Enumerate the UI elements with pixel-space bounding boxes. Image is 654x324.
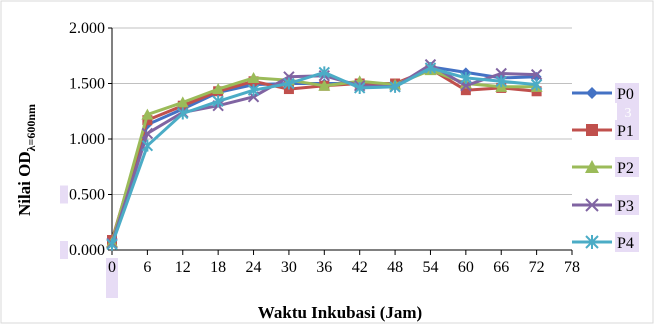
y-tick-label: 1.500 [69,76,105,93]
y-tick-labels: 0.000 0.500 1.000 1.500 2.000 [60,20,105,259]
legend-label-highlight [615,120,639,140]
data-point [318,79,331,91]
legend-item-p3: P3 [572,195,639,215]
legend-label-highlight [615,83,639,103]
series-p2 [106,64,543,248]
y-tick-highlight [60,185,68,204]
series-line-p3 [110,63,537,244]
y-tick-label: 0.000 [69,242,105,259]
data-point [212,83,225,95]
data-point [212,95,224,108]
series-line-p1 [110,67,537,241]
legend-item-p0: P0 [572,83,639,103]
x-tick-label: 42 [352,259,368,276]
x-tick-label: 48 [387,259,403,276]
series-line-p0 [110,65,537,242]
y-tick-label: 2.000 [69,20,105,37]
legend: P0 P1 P2 P3 P4 [572,83,639,252]
x-tick-label: 60 [458,259,474,276]
x-tick-label: 0 [108,259,116,276]
y-axis-title: Nilai ODλ=600nm [15,104,38,216]
x-tick-labels: 0 6 12 18 24 30 36 42 48 54 60 66 72 78 [106,258,580,298]
x-tick-highlight [106,258,118,298]
data-point [424,61,437,74]
axes [108,27,573,255]
x-tick-label: 78 [564,259,580,276]
legend-marker [586,87,598,99]
data-point [141,108,154,120]
legend-label: P3 [617,198,634,215]
legend-label: P0 [617,86,634,103]
y-axis-title-main: Nilai OD [15,151,34,216]
series-line-p4 [110,66,537,245]
x-tick-label: 36 [316,259,332,276]
legend-item-p2: P2 [572,157,639,177]
data-point [283,77,295,90]
series-group [106,58,543,251]
x-tick-label: 6 [143,259,151,276]
legend-label-highlight [615,232,639,252]
data-point [106,238,118,251]
x-tick-label: 30 [281,259,297,276]
x-tick-label: 24 [246,259,262,276]
data-point [176,96,189,108]
legend-item-p4: P4 [572,232,639,252]
x-tick-label: 54 [422,259,438,276]
data-point [177,107,189,120]
legend-item-p1: P1 [572,120,639,140]
x-tick-label: 12 [175,259,191,276]
legend-marker [585,160,599,173]
data-point [247,71,260,83]
data-point [460,71,472,84]
x-tick-label: 72 [529,259,545,276]
series-line-p2 [110,68,537,243]
svg-text:Nilai ODλ=600nm: Nilai ODλ=600nm [15,104,38,216]
legend-label: P2 [617,160,634,177]
legend-marker [585,235,599,249]
y-tick-label: 0.500 [69,187,105,204]
data-point [530,68,543,81]
data-point [141,127,154,140]
series-p1 [107,64,542,246]
legend-label: P4 [617,235,634,252]
overlay-badge-bg [617,100,639,122]
y-axis-title-sub: λ=600nm [24,104,38,151]
data-point [460,85,471,96]
x-axis-title: Waktu Inkubasi (Jam) [258,303,422,322]
data-point [318,66,331,79]
y-tick-label: 1.000 [69,131,105,148]
x-tick-label: 66 [493,259,509,276]
data-point [353,81,366,94]
legend-label-highlight [615,195,639,215]
data-point [530,78,543,91]
y-tick-highlight [60,241,68,259]
series-p4 [106,61,543,251]
overlay-badge: 3 [625,106,632,121]
data-point [247,84,260,97]
legend-marker [586,124,598,136]
data-point [495,75,507,88]
legend-label: P1 [617,123,634,140]
legend-label-highlight [615,157,639,177]
x-tick-label: 18 [210,259,226,276]
legend-marker [585,198,599,212]
data-point [141,139,154,152]
data-point [389,80,401,93]
